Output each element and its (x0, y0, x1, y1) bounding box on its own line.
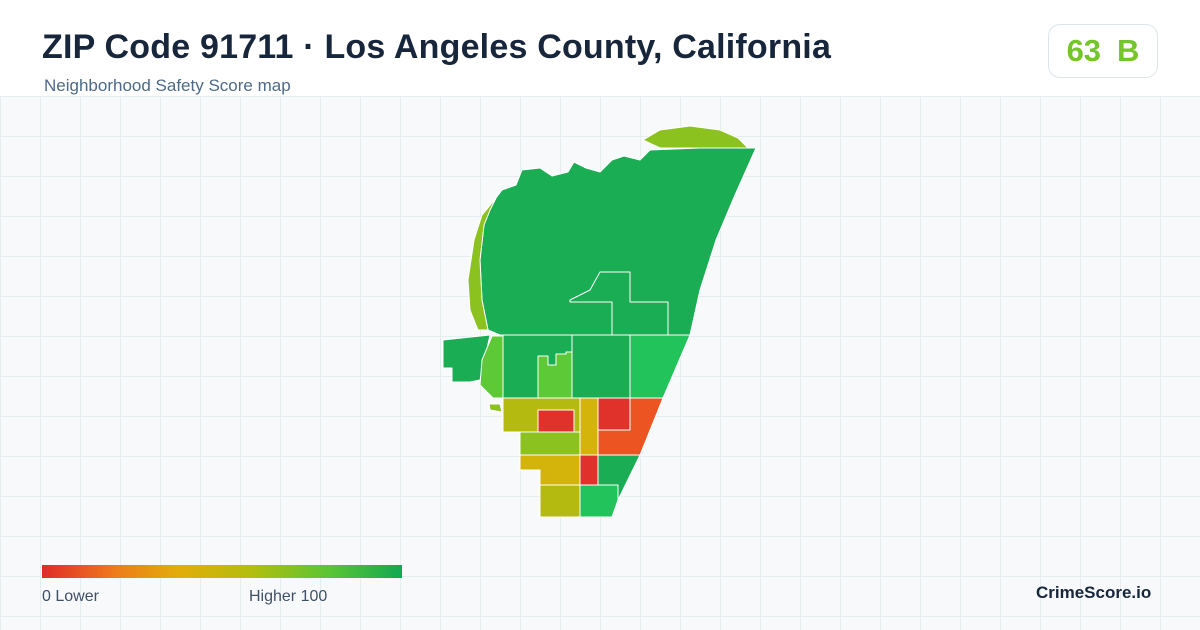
legend-min-label: 0 Lower (42, 588, 99, 605)
map-region-north-inner[interactable] (569, 271, 669, 336)
score-grade: B (1117, 33, 1140, 68)
map-region-yellow-green-band[interactable] (519, 431, 581, 456)
map-region-south[interactable] (579, 484, 619, 518)
page-subtitle: Neighborhood Safety Score map (44, 76, 291, 95)
page-title: ZIP Code 91711 · Los Angeles County, Cal… (42, 28, 832, 66)
legend-gradient-bar (42, 565, 402, 578)
map-region-west-block[interactable] (442, 334, 491, 383)
map-region-red-east[interactable] (597, 397, 631, 431)
score-badge: 63 B (1048, 24, 1158, 78)
map-region-mustard-strip[interactable] (579, 397, 599, 456)
map-region-islet[interactable] (488, 403, 503, 413)
map-region-red-south[interactable] (579, 454, 599, 486)
header: ZIP Code 91711 · Los Angeles County, Cal… (0, 0, 1200, 96)
map-region-east[interactable] (629, 334, 691, 399)
map-region-middle[interactable] (571, 334, 631, 399)
map-region-north-strip[interactable] (642, 125, 749, 149)
map-region-red-west[interactable] (537, 409, 575, 435)
map-region-west-sliver[interactable] (467, 197, 497, 331)
legend-max-label: Higher 100 (249, 588, 328, 605)
map-region-olive-south[interactable] (539, 484, 581, 518)
brand-logo[interactable]: CrimeScore.io (1036, 583, 1152, 602)
score-value: 63 (1066, 33, 1102, 68)
